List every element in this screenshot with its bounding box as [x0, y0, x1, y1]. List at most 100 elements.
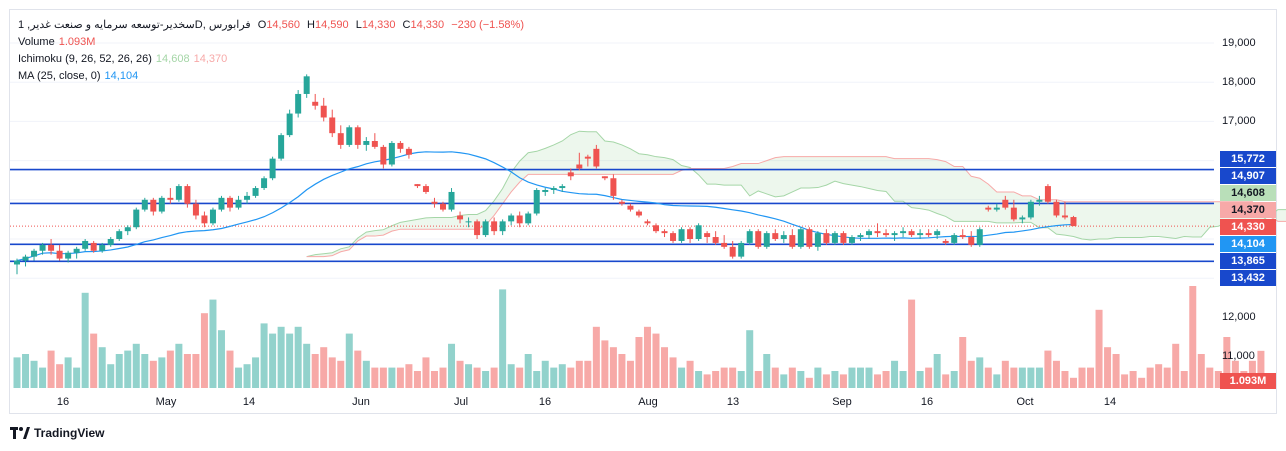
volume-bar — [1163, 367, 1171, 388]
volume-bar — [805, 377, 813, 388]
candle-body — [900, 231, 907, 234]
volume-bar — [771, 367, 779, 388]
volume-bar — [175, 343, 183, 388]
high-value: 14,590 — [314, 19, 349, 31]
volume-bar — [1027, 367, 1035, 388]
volume-bar — [1121, 374, 1129, 388]
volume-bar — [200, 313, 208, 388]
ichimoku-legend[interactable]: Ichimoku (9, 26, 52, 26, 26) 14,608 14,370 — [18, 53, 228, 65]
candle-body — [1010, 207, 1017, 220]
y-tick: 12,000 — [1222, 311, 1256, 323]
volume-bar — [243, 364, 251, 388]
candle-body — [780, 235, 787, 239]
volume-bar — [1189, 286, 1197, 388]
candle-body — [261, 178, 268, 189]
volume-bar — [226, 350, 234, 388]
volume-bar — [839, 374, 847, 388]
volume-bar — [507, 364, 515, 388]
volume-bar — [456, 360, 464, 388]
candle-body — [576, 164, 583, 169]
volume-bar — [678, 367, 686, 388]
candle-body — [133, 209, 140, 228]
volume-bar — [30, 360, 38, 388]
volume-bar — [618, 354, 626, 388]
volume-bar — [1061, 371, 1069, 388]
candle-body — [158, 197, 165, 212]
candle-body — [65, 252, 72, 259]
volume-bar — [132, 343, 140, 388]
candle-body — [925, 233, 932, 236]
ichimoku-span-b — [306, 156, 1286, 258]
volume-bar — [763, 354, 771, 388]
candle-body — [848, 237, 855, 243]
candle-body — [1070, 217, 1077, 227]
candle-body — [516, 215, 523, 224]
volume-bar — [831, 371, 839, 388]
volume-bar — [499, 289, 507, 388]
volume-bar — [1052, 360, 1060, 388]
candle-body — [976, 229, 983, 245]
volume-bar — [1035, 367, 1043, 388]
candle-body — [269, 158, 276, 179]
volume-bar — [47, 350, 55, 388]
y-tick: 17,000 — [1222, 115, 1256, 127]
candle-body — [388, 142, 395, 165]
candle-body — [584, 156, 591, 159]
volume-bar — [1197, 354, 1205, 388]
candle-body — [252, 188, 259, 196]
candle-body — [499, 221, 506, 232]
candle-body — [192, 203, 199, 216]
candle-body — [610, 178, 617, 196]
volume-bar — [1087, 367, 1095, 388]
volume-bar — [73, 367, 81, 388]
volume-bar — [269, 333, 277, 388]
volume-bar — [609, 347, 617, 388]
volume-bar — [303, 343, 311, 388]
volume-bar — [882, 371, 890, 388]
tradingview-logo[interactable]: TradingView — [10, 426, 104, 440]
volume-bar — [90, 333, 98, 388]
candle-body — [644, 221, 651, 224]
price-tag-ichimoku-b: 14,370 — [1220, 202, 1276, 218]
volume-bar — [891, 360, 899, 388]
candle-body — [209, 209, 216, 224]
volume-bar — [311, 354, 319, 388]
x-tick: 16 — [56, 396, 70, 408]
candle-body — [431, 201, 438, 204]
x-tick: Jul — [453, 396, 469, 408]
volume-bar — [337, 360, 345, 388]
candle-body — [618, 201, 625, 204]
candle-body — [968, 237, 975, 245]
volume-bar — [1112, 354, 1120, 388]
volume-bar — [1095, 309, 1103, 388]
candle-body — [227, 197, 233, 208]
volume-bar — [473, 367, 481, 388]
volume-bar — [1206, 367, 1214, 388]
candle-body — [235, 199, 242, 208]
candle-body — [840, 233, 847, 243]
volume-bar — [192, 354, 200, 388]
volume-bar — [661, 347, 669, 388]
candle-body — [874, 231, 881, 234]
volume-bar — [516, 367, 524, 388]
ma-legend[interactable]: MA (25, close, 0) 14,104 — [18, 70, 139, 82]
volume-bar — [729, 367, 737, 388]
volume-bar — [874, 374, 882, 388]
candle-body — [883, 233, 890, 236]
candle-body — [397, 142, 404, 149]
volume-bar — [294, 326, 302, 388]
ichimoku-cloud — [306, 131, 1286, 257]
candle-body — [1002, 199, 1009, 208]
candle-body — [985, 207, 992, 210]
candle-body — [831, 233, 838, 243]
volume-bar — [686, 360, 694, 388]
volume-bar — [465, 364, 473, 388]
volume-bar — [959, 337, 967, 388]
candle-body — [934, 231, 941, 236]
candle-body — [695, 225, 702, 239]
price-tag-last: 14,330 — [1220, 219, 1276, 235]
candle-body — [789, 235, 796, 247]
volume-bar — [856, 367, 864, 388]
volume-legend[interactable]: Volume 1.093M — [18, 36, 96, 48]
